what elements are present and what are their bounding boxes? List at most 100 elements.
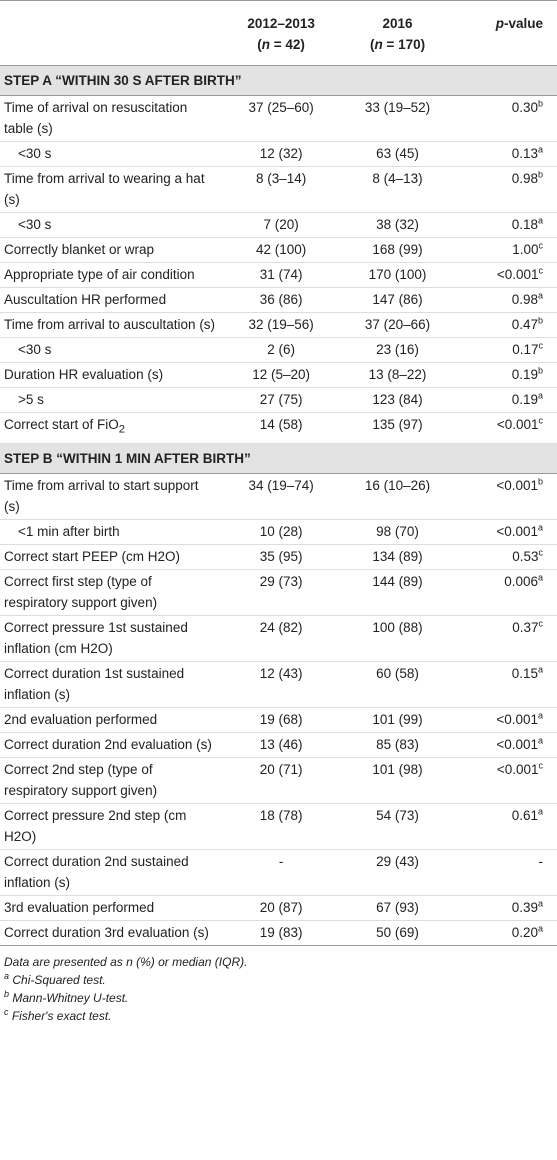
n-open: ( [257,37,262,52]
cell-2012: 18 (78) [222,803,341,850]
cell-2016: 144 (89) [340,569,455,616]
footnote-text: Mann-Whitney U-test. [12,990,129,1005]
p-value: 0.37c [454,615,557,662]
p-value: <0.001a [454,707,557,733]
cell-2016: 23 (16) [340,337,455,363]
p-value: 0.61a [454,803,557,850]
row-label: Correct duration 2nd evaluation (s) [0,732,222,758]
p-value: <0.001c [454,262,557,288]
n-rest: = 42) [270,37,305,52]
n-var: n [261,37,271,52]
p-note: a [537,572,543,583]
row-label: Correct duration 3rd evaluation (s) [0,920,222,946]
p-text: 0.39 [511,899,538,915]
cell-2012: 35 (95) [222,544,341,570]
cell-2012: 34 (19–74) [222,473,341,520]
label-text: 3rd evaluation performed [4,899,155,915]
label-text: <30 s [18,146,52,161]
cell-2016: 33 (19–52) [340,95,455,142]
p-note: a [537,710,543,721]
cell-2012: 14 (58) [222,412,341,444]
p-text: <0.001 [496,761,539,777]
footnote-mark: a [4,970,10,981]
p-note: a [537,664,543,675]
row: <30 s 12 (32) 63 (45) 0.13a [0,141,557,167]
row-label: Time from arrival to auscultation (s) [0,312,222,338]
row: Time from arrival to wearing a hat (s) 8 … [0,166,557,213]
cell-2016: 85 (83) [340,732,455,758]
row-label: Time of arrival on resuscitation table (… [0,95,222,142]
p-note: a [537,215,543,226]
row-label: Correct first step (type of respiratory … [0,569,222,616]
col-title: 2016 [382,16,413,31]
p-note: c [538,340,544,351]
row: Correct duration 2nd sustained inflation… [0,849,557,896]
cell-2012: 20 (71) [222,757,341,804]
cell-2016: 67 (93) [340,895,455,921]
section-title: STEP B “WITHIN 1 MIN AFTER BIRTH” [0,442,557,474]
row: Correct duration 1st sustained inflation… [0,661,557,708]
row-label: Auscultation HR performed [0,287,222,313]
p-value: 0.18a [454,212,557,238]
row: Duration HR evaluation (s) 12 (5–20) 13 (8… [0,362,557,388]
p-value: 0.30b [454,95,557,142]
label-text: Time from arrival to auscultation (s) [4,317,216,332]
row-label: Correct duration 1st sustained inflation… [0,661,222,708]
row: Correct 2nd step (type of respiratory su… [0,757,557,804]
p-note: c [538,547,544,558]
p-note: c [538,240,544,251]
footnote-mark: c [4,1006,9,1017]
p-value: <0.001a [454,519,557,545]
cell-2012: 37 (25–60) [222,95,341,142]
row-label: Correctly blanket or wrap [0,237,222,263]
row: Correct pressure 2nd step (cm H2O) 18 (78… [0,803,557,850]
row-label: <30 s [0,212,222,238]
p-note: a [537,522,543,533]
p-value: <0.001c [454,412,557,444]
row: Correct first step (type of respiratory … [0,569,557,616]
cell-2016: 38 (32) [340,212,455,238]
cell-2012: 10 (28) [222,519,341,545]
row-label: Time from arrival to wearing a hat (s) [0,166,222,213]
cell-2016: 16 (10–26) [340,473,455,520]
cell-2016: 135 (97) [340,412,455,444]
p-note: b [537,169,543,180]
row: Correct pressure 1st sustained inflation… [0,615,557,662]
label-text: Time from arrival to wearing a hat (s) [4,171,205,207]
col-header: 2012–2013 (n = 42) [222,1,340,66]
col-header: p-value [455,1,557,66]
results-table: 2012–2013 (n = 42) 2016 (n = 170) p-value … [0,0,557,946]
p-note: a [537,923,543,934]
cell-2012: 32 (19–56) [222,312,341,338]
label-text: Correct duration 2nd sustained inflation… [4,853,189,890]
footnote: b Mann-Whitney U-test. [4,989,553,1006]
section-title: STEP A “WITHIN 30 S AFTER BIRTH” [0,65,557,96]
label-text: Correct start of FiO [4,417,119,432]
label-text: Correct start PEEP (cm H2O) [4,548,181,564]
p-value: 0.47b [454,312,557,338]
row: Auscultation HR performed 36 (86) 147 (86)… [0,287,557,313]
label-text: Correct duration 1st sustained inflation… [4,665,185,702]
row-label: Correct start of FiO2 [0,412,222,444]
row-label: Time from arrival to start support (s) [0,473,222,520]
p-text: <0.001 [496,711,538,727]
cell-2012: 12 (5–20) [222,362,341,388]
row: Time from arrival to auscultation (s) 32 … [0,312,557,338]
row-label: Correct start PEEP (cm H2O) [0,544,222,570]
cell-2012: 27 (75) [222,387,341,413]
p-value: 0.39a [454,895,557,921]
cell-2016: 123 (84) [340,387,455,413]
p-text: 0.30 [511,100,538,115]
cell-2016: 37 (20–66) [340,312,455,338]
label-text: Correct duration 2nd evaluation (s) [4,736,212,752]
cell-2012: 36 (86) [222,287,341,313]
cell-2016: 54 (73) [340,803,455,850]
p-text: 0.18 [511,217,538,232]
cell-2016: 170 (100) [340,262,455,288]
cell-2012: - [222,849,341,896]
p-text: 0.53 [512,548,539,564]
row-label: <30 s [0,337,222,363]
label-text: <1 min after birth [18,523,120,539]
row: Time of arrival on resuscitation table (… [0,95,557,142]
